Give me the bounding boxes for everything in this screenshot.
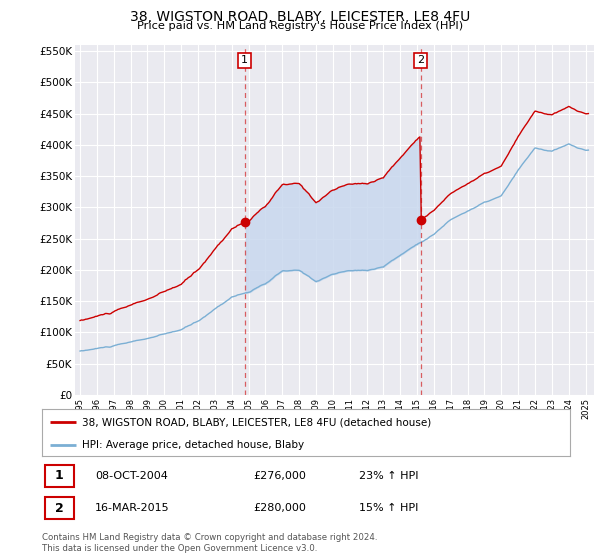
Text: 38, WIGSTON ROAD, BLABY, LEICESTER, LE8 4FU (detached house): 38, WIGSTON ROAD, BLABY, LEICESTER, LE8 … <box>82 417 431 427</box>
Text: 15% ↑ HPI: 15% ↑ HPI <box>359 503 418 513</box>
Text: Contains HM Land Registry data © Crown copyright and database right 2024.
This d: Contains HM Land Registry data © Crown c… <box>42 533 377 553</box>
Text: 2: 2 <box>417 55 424 66</box>
Text: HPI: Average price, detached house, Blaby: HPI: Average price, detached house, Blab… <box>82 440 304 450</box>
Text: Price paid vs. HM Land Registry's House Price Index (HPI): Price paid vs. HM Land Registry's House … <box>137 21 463 31</box>
Text: 08-OCT-2004: 08-OCT-2004 <box>95 471 167 481</box>
Text: 1: 1 <box>55 469 64 482</box>
Text: £276,000: £276,000 <box>253 471 306 481</box>
Text: 1: 1 <box>241 55 248 66</box>
Text: 38, WIGSTON ROAD, BLABY, LEICESTER, LE8 4FU: 38, WIGSTON ROAD, BLABY, LEICESTER, LE8 … <box>130 10 470 24</box>
Text: 16-MAR-2015: 16-MAR-2015 <box>95 503 169 513</box>
Text: 2: 2 <box>55 502 64 515</box>
FancyBboxPatch shape <box>44 465 74 487</box>
Text: 23% ↑ HPI: 23% ↑ HPI <box>359 471 418 481</box>
FancyBboxPatch shape <box>44 497 74 519</box>
Text: £280,000: £280,000 <box>253 503 306 513</box>
